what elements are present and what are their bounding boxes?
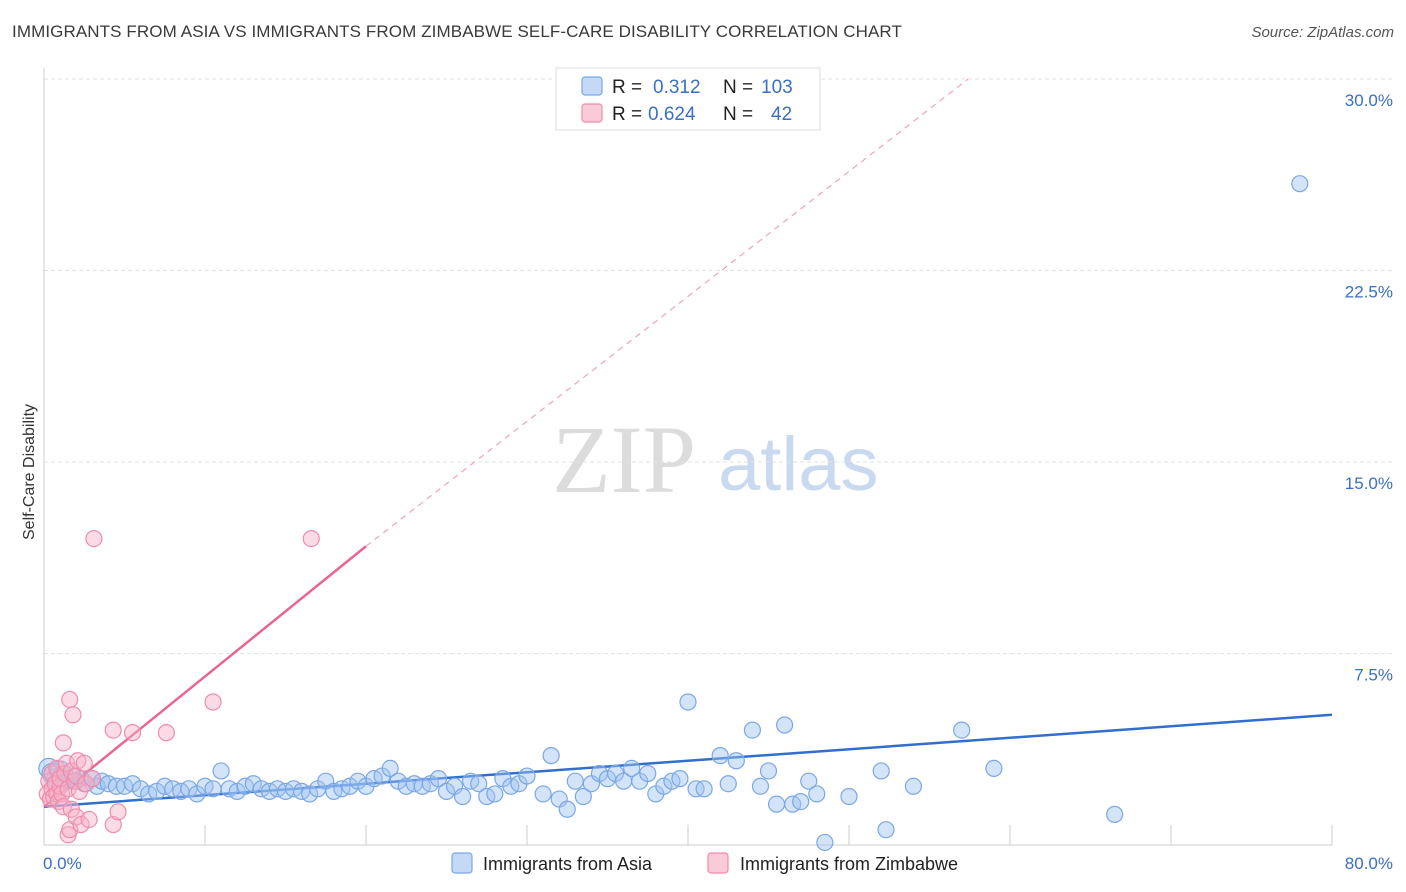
point-asia: [671, 770, 689, 788]
y-tick-label: 7.5%: [1354, 666, 1393, 685]
point-asia: [486, 785, 504, 803]
bottom-legend-label-asia: Immigrants from Asia: [483, 854, 653, 874]
source-label: Source: ZipAtlas.com: [1251, 24, 1394, 41]
chart-title: IMMIGRANTS FROM ASIA VS IMMIGRANTS FROM …: [12, 22, 902, 41]
legend-n-value-zimbabwe: 42: [771, 104, 792, 125]
point-zimbabwe: [64, 706, 82, 724]
legend-swatch-asia: [581, 76, 603, 96]
point-zimbabwe: [123, 724, 142, 742]
point-asia: [454, 787, 472, 806]
point-asia: [877, 821, 895, 839]
point-asia: [816, 833, 834, 852]
trend-lines: [43, 78, 1333, 808]
bottom-legend-swatch-asia: [451, 852, 473, 874]
point-asia: [542, 747, 560, 765]
point-asia: [381, 759, 399, 778]
point-zimbabwe: [80, 810, 98, 829]
watermark-atlas: atlas: [718, 422, 879, 507]
legend-r-label-asia: R =: [612, 77, 642, 98]
point-zimbabwe: [204, 693, 222, 711]
point-asia: [743, 721, 762, 739]
point-asia: [985, 759, 1003, 778]
point-asia: [204, 780, 222, 798]
bottom-legend: Immigrants from Asia Immigrants from Zim…: [451, 852, 958, 874]
point-asia: [953, 721, 971, 739]
legend-n-label-zimbabwe: N =: [723, 104, 753, 125]
point-asia: [558, 800, 576, 818]
legend-r-value-zimbabwe: 0.624: [648, 104, 696, 125]
legend-r-label-zimbabwe: R =: [612, 104, 642, 125]
point-asia: [800, 772, 818, 790]
point-asia: [1291, 175, 1309, 193]
point-asia: [808, 785, 826, 803]
point-asia: [574, 787, 592, 806]
point-asia: [751, 777, 770, 795]
point-zimbabwe: [157, 724, 175, 742]
trend-line-zimbabwe: [43, 545, 367, 808]
y-axis-label: Self-Care Disability: [21, 404, 38, 540]
y-tick-label: 30.0%: [1345, 91, 1393, 110]
point-asia: [767, 795, 786, 813]
point-asia: [719, 775, 737, 793]
point-zimbabwe: [54, 734, 72, 752]
trend-line-asia: [43, 713, 1333, 808]
point-asia: [518, 767, 536, 785]
point-zimbabwe: [83, 770, 101, 788]
grid-lines: [44, 78, 1394, 654]
point-zimbabwe: [85, 529, 103, 548]
x-tick-label: 0.0%: [43, 854, 82, 873]
legend-n-value-asia: 103: [761, 77, 793, 98]
point-asia: [212, 762, 230, 780]
point-asia: [534, 785, 552, 803]
legend-n-label-asia: N =: [723, 77, 753, 98]
axes: 7.5% 15.0% 22.5% 30.0% 0.0% 80.0%: [43, 68, 1393, 873]
point-zimbabwe: [109, 803, 127, 821]
point-asia: [623, 759, 641, 778]
point-zimbabwe: [104, 721, 122, 739]
point-asia: [679, 693, 697, 711]
point-zimbabwe: [302, 529, 320, 548]
point-asia: [639, 764, 657, 783]
y-tick-label: 15.0%: [1345, 474, 1393, 493]
point-asia: [429, 770, 448, 788]
point-asia: [470, 775, 488, 793]
legend-swatch-zimbabwe: [581, 103, 603, 123]
point-asia: [695, 780, 713, 798]
point-asia: [1106, 805, 1124, 823]
point-zimbabwe: [61, 690, 79, 709]
bottom-legend-swatch-zimbabwe: [707, 852, 729, 874]
x-tick-label: 80.0%: [1345, 854, 1393, 873]
watermark-zip: ZIP: [552, 406, 696, 513]
point-asia: [840, 787, 858, 806]
point-asia: [727, 752, 745, 770]
point-asia: [759, 762, 778, 780]
point-zimbabwe: [62, 762, 80, 780]
legend-box: R = 0.312 N = 103 R = 0.624 N = 42: [555, 67, 821, 131]
legend-r-value-asia: 0.312: [653, 77, 701, 98]
y-tick-label: 22.5%: [1345, 283, 1393, 302]
point-asia: [792, 792, 810, 811]
point-asia: [775, 716, 794, 734]
point-zimbabwe: [104, 815, 122, 834]
point-zimbabwe: [75, 754, 93, 772]
point-asia: [904, 777, 923, 795]
bottom-legend-label-zimbabwe: Immigrants from Zimbabwe: [740, 854, 958, 874]
data-points: [38, 175, 1309, 852]
point-asia: [711, 747, 729, 765]
point-asia: [872, 762, 890, 780]
point-asia: [566, 772, 584, 790]
